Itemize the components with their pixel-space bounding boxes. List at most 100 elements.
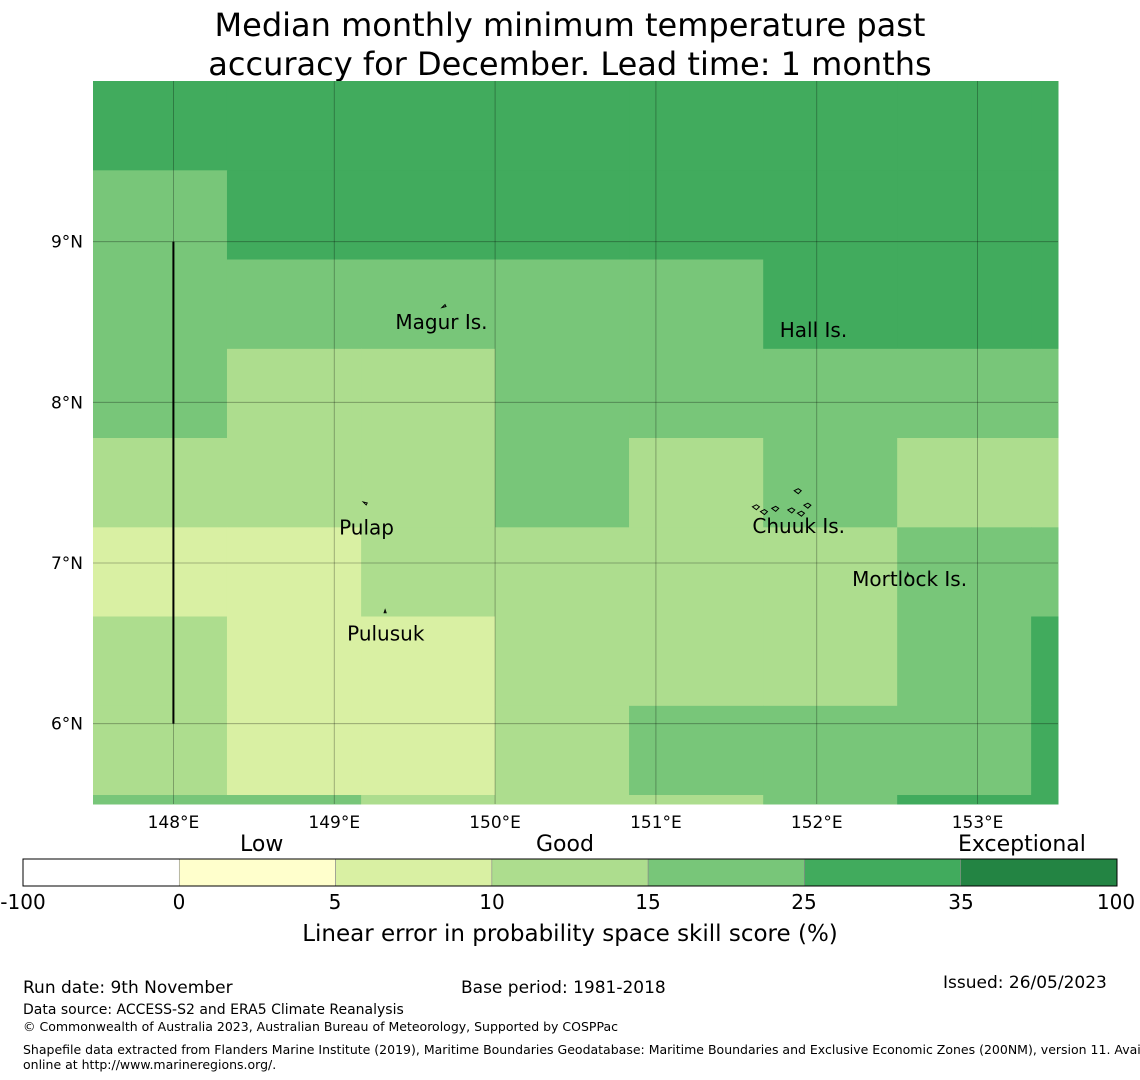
islet-outline bbox=[770, 505, 780, 513]
run-date: Run date: 9th November bbox=[23, 978, 233, 998]
skill-cell bbox=[93, 438, 228, 528]
colorbar-tick: 15 bbox=[635, 890, 661, 914]
island-label: Mortlock Is. bbox=[852, 567, 967, 591]
skill-cell bbox=[897, 81, 1032, 171]
title-line-1: Median monthly minimum temperature past bbox=[214, 6, 926, 44]
colorbar-frame bbox=[22, 858, 1118, 887]
skill-cell bbox=[1031, 527, 1059, 618]
skill-cell bbox=[495, 438, 630, 528]
islet-outline bbox=[759, 509, 769, 516]
skill-cell bbox=[361, 527, 496, 618]
colorbar-segment bbox=[335, 858, 493, 887]
magur-island-outline bbox=[440, 303, 447, 309]
skill-cell bbox=[1031, 438, 1059, 528]
skill-cell bbox=[495, 348, 630, 439]
colorbar-tick: 100 bbox=[1096, 890, 1136, 914]
skill-cell bbox=[897, 259, 1032, 350]
skill-cell bbox=[361, 795, 496, 805]
lat-tick-label: 8°N bbox=[51, 393, 83, 413]
skill-cell bbox=[495, 170, 630, 261]
island-label: Pulusuk bbox=[347, 622, 425, 646]
skill-cell bbox=[897, 170, 1032, 261]
skill-cell bbox=[226, 438, 362, 528]
colorbar-segment bbox=[804, 858, 962, 887]
skill-cell bbox=[763, 616, 898, 707]
colorbar-category-low: Low bbox=[240, 832, 284, 857]
skill-cell bbox=[361, 170, 496, 261]
skill-cell bbox=[93, 348, 228, 439]
colorbar-tick: 10 bbox=[479, 890, 505, 914]
island-label: Chuuk Is. bbox=[752, 514, 845, 538]
skill-cell bbox=[495, 616, 630, 707]
skill-cell bbox=[763, 705, 898, 796]
skill-cell bbox=[226, 795, 362, 805]
colorbar-tick: 35 bbox=[948, 890, 974, 914]
skill-cell bbox=[226, 616, 362, 707]
mortlock-island-outline bbox=[906, 571, 910, 577]
lat-tick-label: 7°N bbox=[51, 554, 83, 574]
skill-cell bbox=[763, 795, 898, 805]
skill-cell bbox=[361, 616, 496, 707]
skill-cell bbox=[1031, 259, 1059, 350]
island-label: Pulap bbox=[339, 516, 394, 540]
skill-cell bbox=[93, 705, 228, 796]
skill-cell bbox=[763, 438, 898, 528]
skill-cell bbox=[1031, 705, 1059, 796]
skill-cell bbox=[763, 527, 898, 618]
islet-outline bbox=[786, 507, 796, 514]
lon-tick-label: 149°E bbox=[308, 813, 360, 833]
chuuk-islands-outline bbox=[751, 488, 812, 517]
islet-outline bbox=[793, 488, 803, 495]
skill-cell bbox=[1031, 616, 1059, 707]
skill-grid bbox=[93, 81, 1059, 805]
skill-cell bbox=[897, 616, 1032, 707]
skill-cell bbox=[629, 259, 764, 350]
skill-cell bbox=[629, 795, 764, 805]
shapefile-credit-line-1: Shapefile data extracted from Flanders M… bbox=[23, 1042, 1140, 1057]
skill-cell bbox=[629, 616, 764, 707]
skill-cell bbox=[1031, 348, 1059, 439]
skill-cell bbox=[629, 170, 764, 261]
skill-cell bbox=[361, 81, 496, 171]
lon-tick-label: 152°E bbox=[791, 813, 843, 833]
skill-cell bbox=[495, 527, 630, 618]
skill-cell bbox=[495, 259, 630, 350]
lon-tick-label: 151°E bbox=[630, 813, 682, 833]
lat-tick-label: 6°N bbox=[51, 715, 83, 735]
base-period: Base period: 1981-2018 bbox=[461, 978, 666, 998]
skill-cell bbox=[226, 705, 362, 796]
colorbar-tick: 5 bbox=[328, 890, 342, 914]
island-label: Magur Is. bbox=[395, 310, 487, 334]
skill-cell bbox=[897, 795, 1032, 805]
skill-cell bbox=[495, 795, 630, 805]
island-label: Hall Is. bbox=[780, 318, 847, 342]
skill-cell bbox=[361, 348, 496, 439]
skill-cell bbox=[763, 259, 898, 350]
islet-outline bbox=[796, 510, 806, 517]
skill-cell bbox=[226, 527, 362, 618]
shapefile-credit-line-2: online at http://www.marineregions.org/. bbox=[23, 1057, 277, 1072]
copyright: © Commonwealth of Australia 2023, Austra… bbox=[23, 1019, 618, 1034]
colorbar-segment bbox=[647, 858, 805, 887]
map-area: 148°E 149°E 150°E 151°E 152°E 153°E 9°N 8°N 7°N 6… bbox=[51, 81, 1059, 833]
title-line-2: accuracy for December. Lead time: 1 mont… bbox=[208, 45, 932, 83]
skill-cell bbox=[93, 795, 228, 805]
skill-cell bbox=[226, 259, 362, 350]
skill-cell bbox=[495, 81, 630, 171]
skill-cell bbox=[93, 170, 228, 261]
skill-cell bbox=[897, 705, 1032, 796]
skill-cell bbox=[763, 348, 898, 439]
islet-outline bbox=[802, 502, 812, 509]
colorbar-segment bbox=[22, 858, 180, 887]
issued-date: Issued: 26/05/2023 bbox=[943, 973, 1107, 993]
skill-cell bbox=[897, 438, 1032, 528]
colorbar-title: Linear error in probability space skill … bbox=[302, 921, 838, 947]
skill-cell bbox=[226, 348, 362, 439]
colorbar-tick: 25 bbox=[791, 890, 817, 914]
skill-cell bbox=[763, 81, 898, 171]
islet-outline bbox=[751, 504, 761, 511]
lon-tick-label: 153°E bbox=[952, 813, 1004, 833]
colorbar-category-exceptional: Exceptional bbox=[958, 832, 1086, 857]
skill-cell bbox=[93, 259, 228, 350]
skill-cell bbox=[897, 527, 1032, 618]
